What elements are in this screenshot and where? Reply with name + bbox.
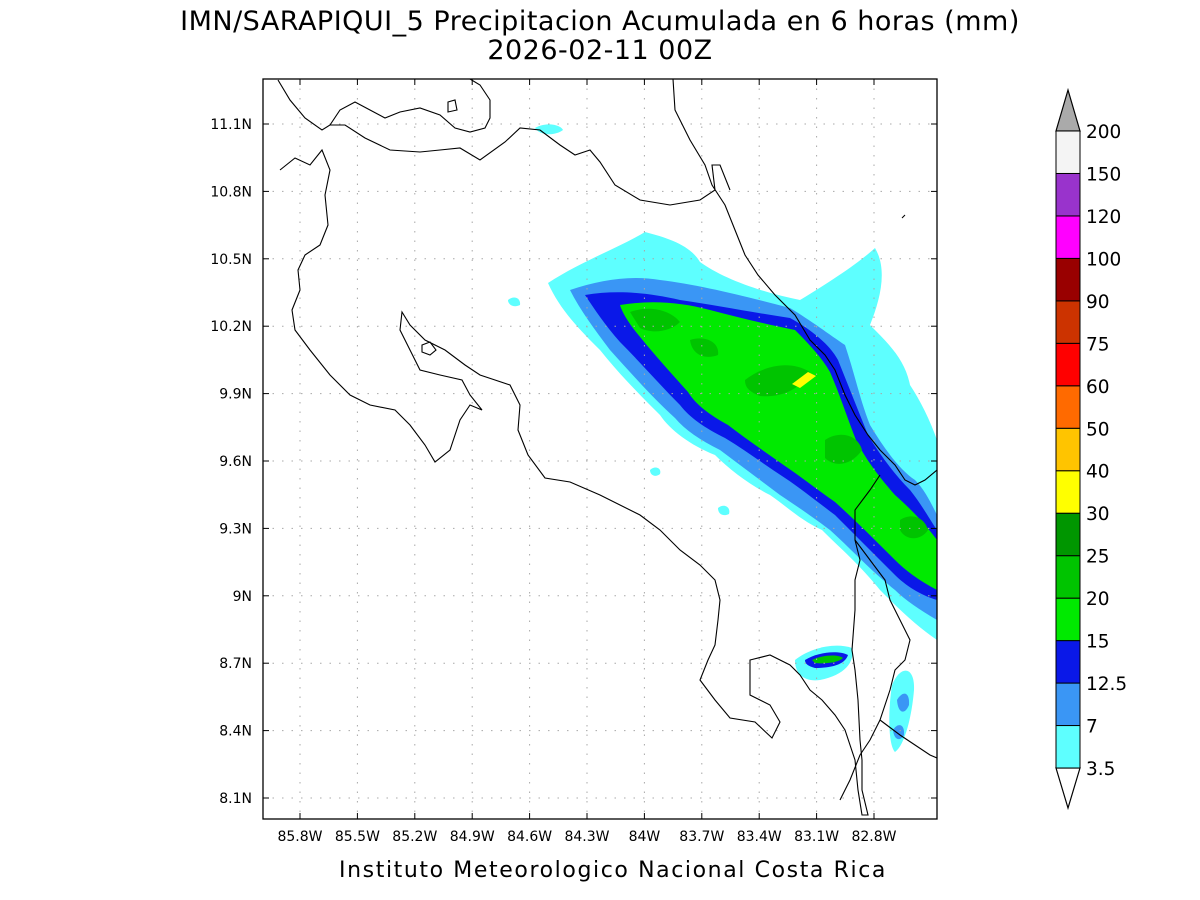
colorbar-swatch bbox=[1055, 130, 1081, 174]
colorbar-label: 7 bbox=[1086, 717, 1098, 738]
precip-cell-southeast-inner bbox=[812, 655, 843, 664]
colorbar-swatch bbox=[1055, 342, 1081, 387]
colorbar-swatch bbox=[1055, 470, 1081, 514]
x-tick-label: 82.8W bbox=[851, 829, 896, 845]
precip-band-30mm bbox=[792, 372, 816, 388]
institution-footer: Instituto Meteorologico Nacional Costa R… bbox=[339, 858, 887, 883]
y-tick-label: 11.1N bbox=[210, 117, 252, 133]
colorbar: 3.5 7 12.5 15 20 25 30 40 50 60 75 90 100 120 150 200 bbox=[1055, 87, 1127, 811]
colorbar-label: 25 bbox=[1086, 547, 1110, 568]
precip-cell-small-3 bbox=[508, 297, 521, 307]
panama-border bbox=[839, 539, 911, 801]
map-plot-area: 85.8W 85.5W 85.2W 84.9W 84.6W 84.3W 84W 83.7W 83… bbox=[210, 78, 938, 845]
x-axis-ticks: 85.8W 85.5W 85.2W 84.9W 84.6W 84.3W 84W 83.7W 83… bbox=[277, 79, 897, 845]
colorbar-swatch bbox=[1055, 427, 1081, 472]
x-tick-label: 84.3W bbox=[564, 829, 609, 845]
colorbar-label: 90 bbox=[1086, 292, 1110, 313]
y-tick-label: 8.7N bbox=[219, 656, 252, 672]
x-tick-label: 84.6W bbox=[507, 829, 552, 845]
y-tick-label: 10.5N bbox=[210, 252, 252, 268]
colorbar-bottom-arrow bbox=[1055, 767, 1081, 811]
caribbean-coast bbox=[672, 79, 937, 486]
y-tick-label: 8.1N bbox=[219, 791, 252, 807]
y-tick-label: 10.2N bbox=[210, 319, 252, 335]
colorbar-labels: 3.5 7 12.5 15 20 25 30 40 50 60 75 90 100 120 150 200 bbox=[1086, 122, 1127, 780]
colorbar-swatch bbox=[1055, 215, 1081, 259]
y-tick-label: 8.4N bbox=[219, 724, 252, 740]
x-tick-label: 84.9W bbox=[450, 829, 495, 845]
y-axis-ticks: 11.1N 10.8N 10.5N 10.2N 9.9N 9.6N 9.3N 9N 8.7N 8.… bbox=[210, 117, 937, 807]
colorbar-swatch bbox=[1055, 597, 1081, 642]
panama-coast-south bbox=[879, 719, 937, 759]
colorbar-swatch bbox=[1055, 682, 1081, 727]
y-tick-label: 9N bbox=[233, 589, 252, 605]
colorbar-label: 75 bbox=[1086, 334, 1110, 355]
nicaragua-coast-north bbox=[277, 79, 491, 133]
x-tick-label: 83.1W bbox=[794, 829, 839, 845]
colorbar-label: 3.5 bbox=[1086, 759, 1115, 780]
colorbar-swatch bbox=[1055, 725, 1081, 769]
colorbar-swatch bbox=[1055, 512, 1081, 557]
colorbar-label: 120 bbox=[1086, 207, 1121, 228]
x-tick-label: 85.5W bbox=[335, 829, 380, 845]
nicoya-island bbox=[421, 341, 437, 356]
colorbar-swatch bbox=[1055, 257, 1081, 302]
map-frame bbox=[262, 78, 938, 820]
colorbar-label: 60 bbox=[1086, 377, 1110, 398]
colorbar-label: 40 bbox=[1086, 462, 1110, 483]
colorbar-label: 12.5 bbox=[1086, 674, 1127, 695]
precip-cell-south-panama-core bbox=[893, 693, 910, 740]
colorbar-label: 30 bbox=[1086, 504, 1110, 525]
colorbar-swatch bbox=[1055, 172, 1081, 217]
map-title: IMN/SARAPIQUI_5 Precipitacion Acumulada … bbox=[180, 6, 1020, 37]
precip-band-15mm bbox=[620, 302, 937, 590]
coastlines bbox=[277, 79, 937, 816]
colorbar-label: 50 bbox=[1086, 419, 1110, 440]
precip-cell-small-2 bbox=[718, 505, 730, 516]
y-tick-label: 9.3N bbox=[219, 521, 252, 537]
x-tick-label: 83.4W bbox=[737, 829, 782, 845]
x-tick-label: 85.8W bbox=[277, 829, 322, 845]
map-grid bbox=[263, 79, 937, 819]
colorbar-label: 100 bbox=[1086, 249, 1121, 270]
colorbar-swatch bbox=[1055, 300, 1081, 344]
colorbar-swatch bbox=[1055, 385, 1081, 429]
lake-nicaragua-island bbox=[447, 99, 458, 113]
x-tick-label: 84W bbox=[629, 829, 661, 845]
y-tick-label: 10.8N bbox=[210, 184, 252, 200]
colorbar-label: 20 bbox=[1086, 589, 1110, 610]
y-tick-label: 9.9N bbox=[219, 387, 252, 403]
pacific-coast bbox=[279, 148, 881, 816]
map-subtitle-date: 2026-02-11 00Z bbox=[487, 35, 712, 66]
colorbar-swatch bbox=[1055, 555, 1081, 599]
precip-cell-small-1 bbox=[650, 467, 661, 476]
costa-rica-north-border bbox=[330, 124, 731, 206]
colorbar-top-arrow bbox=[1055, 87, 1081, 132]
caribbean-coast-offshore bbox=[901, 214, 906, 219]
x-tick-label: 83.7W bbox=[679, 829, 724, 845]
colorbar-label: 200 bbox=[1086, 122, 1121, 143]
y-tick-label: 9.6N bbox=[219, 454, 252, 470]
colorbar-swatch bbox=[1055, 640, 1081, 684]
colorbar-label: 15 bbox=[1086, 632, 1110, 653]
colorbar-label: 150 bbox=[1086, 164, 1121, 185]
precipitation-field bbox=[508, 124, 937, 752]
colorbar-boxes bbox=[1055, 130, 1081, 769]
x-tick-label: 85.2W bbox=[392, 829, 437, 845]
